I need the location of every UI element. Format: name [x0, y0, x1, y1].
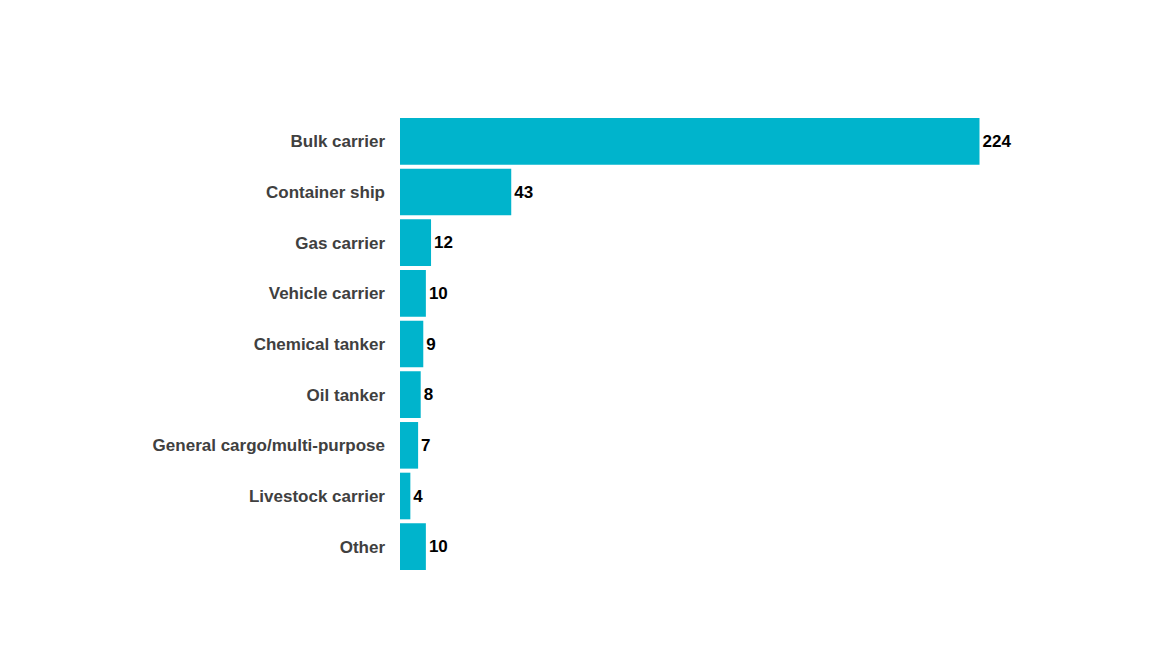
svg-text:Oil tanker: Oil tanker: [307, 386, 386, 405]
svg-text:General cargo/multi-purpose: General cargo/multi-purpose: [153, 436, 385, 455]
svg-text:Gas carrier: Gas carrier: [295, 234, 385, 253]
svg-text:Bulk carrier: Bulk carrier: [291, 132, 386, 151]
svg-text:Vehicle carrier: Vehicle carrier: [269, 284, 386, 303]
svg-text:224: 224: [983, 132, 1012, 151]
svg-text:12: 12: [434, 233, 453, 252]
svg-text:4: 4: [413, 487, 423, 506]
svg-text:8: 8: [424, 385, 433, 404]
svg-text:Chemical tanker: Chemical tanker: [254, 335, 386, 354]
svg-text:Other: Other: [340, 538, 386, 557]
svg-text:10: 10: [429, 537, 448, 556]
svg-text:43: 43: [514, 183, 533, 202]
svg-text:10: 10: [429, 284, 448, 303]
svg-text:Container ship: Container ship: [266, 183, 385, 202]
svg-text:9: 9: [426, 335, 435, 354]
svg-text:7: 7: [421, 436, 430, 455]
svg-text:Livestock carrier: Livestock carrier: [249, 487, 385, 506]
